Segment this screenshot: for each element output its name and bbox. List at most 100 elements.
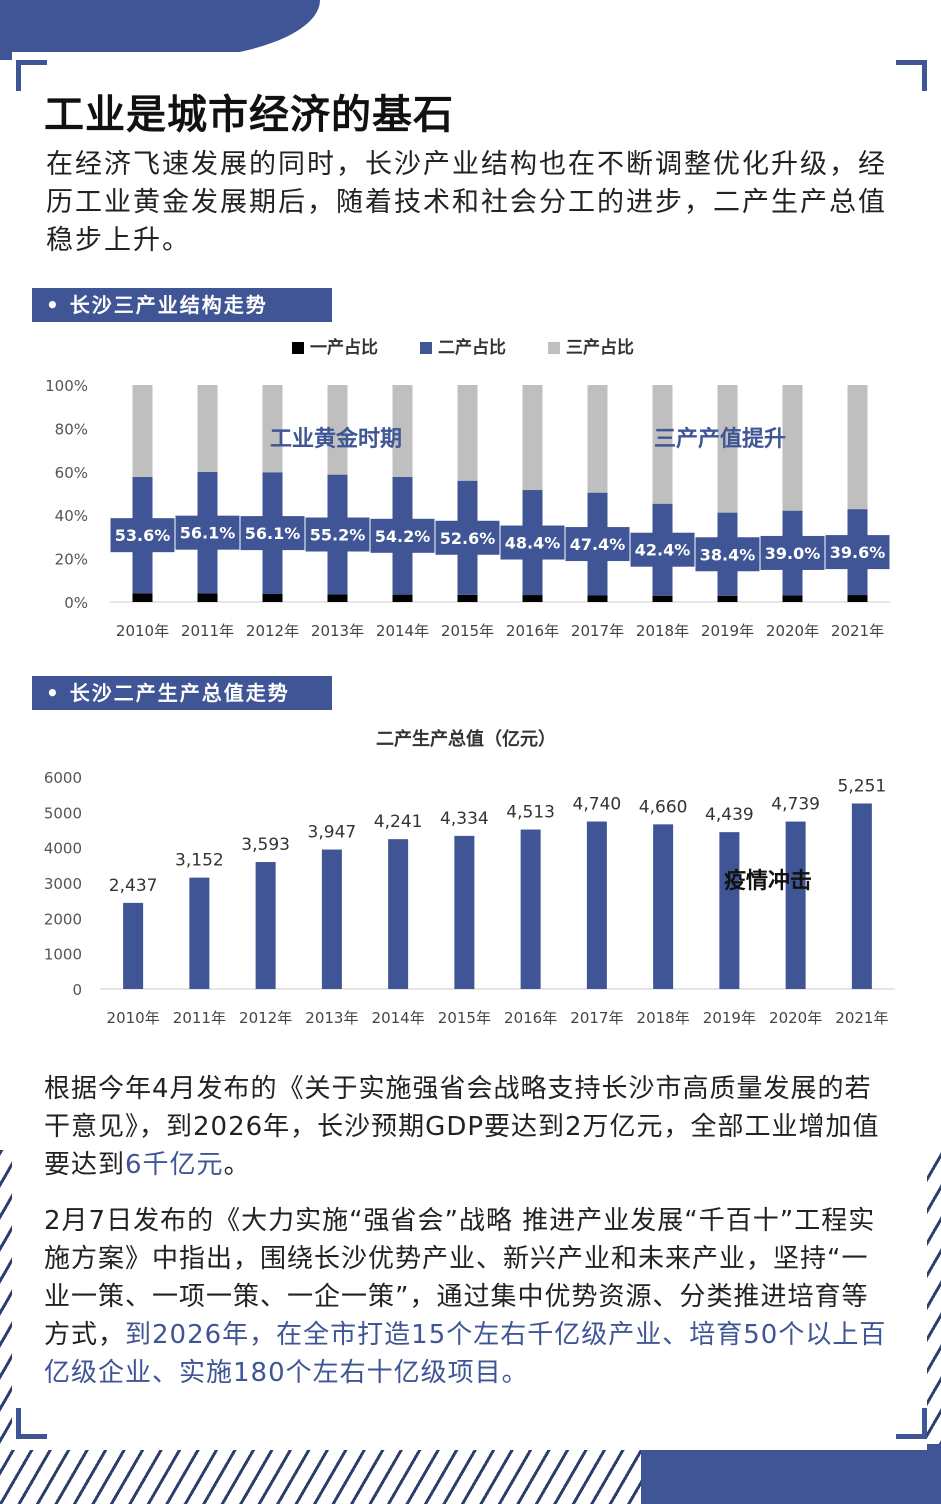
- x-tick-label: 2013年: [311, 622, 364, 640]
- bar: [388, 839, 409, 989]
- bar-segment: [652, 595, 673, 602]
- x-tick-label: 2021年: [835, 1009, 888, 1027]
- x-tick-label: 2015年: [441, 622, 494, 640]
- chart-title: 二产生产总值（亿元）: [376, 728, 556, 750]
- bar-segment: [197, 385, 218, 472]
- data-label: 4,513: [506, 803, 555, 823]
- bar-segment: [782, 595, 803, 602]
- data-label-box: [695, 537, 760, 572]
- paragraph-plan: 2月7日发布的《大力实施“强省会”战略 推进产业发展“千百十”工程实施方案》中指…: [44, 1202, 894, 1392]
- bar: [255, 862, 276, 989]
- industry-structure-chart: 一产占比 二产占比 三产占比 0% 20% 40% 60% 80% 100% 2010年 53.6%…: [45, 337, 890, 640]
- bar: [123, 902, 144, 989]
- data-label: 3,593: [241, 835, 290, 855]
- paragraph-tail: 。: [223, 1150, 251, 1180]
- data-label-box: [760, 535, 825, 570]
- data-label: 4,241: [374, 812, 423, 832]
- decor-top-left: [0, 0, 320, 60]
- y-tick-label: 6000: [44, 769, 82, 787]
- x-tick-label: 2010年: [107, 1009, 160, 1027]
- bar-segment: [327, 385, 348, 475]
- y-tick-label: 5000: [44, 804, 82, 822]
- section-header-structure: • 长沙三产业结构走势: [32, 288, 332, 322]
- section-title: 长沙三产业结构走势: [69, 293, 268, 317]
- paragraph-gdp-goal: 根据今年4月发布的《关于实施强省会战略支持长沙市高质量发展的若干意见》，到202…: [44, 1070, 894, 1184]
- data-label: 54.2%: [375, 527, 431, 546]
- data-label-box: [435, 520, 500, 555]
- legend-label: 二产占比: [438, 337, 506, 358]
- data-label-box: [370, 518, 435, 553]
- data-label-box: [240, 516, 305, 551]
- y-tick-label: 1000: [44, 946, 82, 964]
- x-tick-label: 2013年: [305, 1009, 358, 1027]
- data-label-box: [175, 515, 240, 550]
- x-tick-label: 2018年: [636, 622, 689, 640]
- highlight-text: 到2026年，在全市打造15个左右千亿级产业、培育50个以上百亿级企业、实施18…: [44, 1320, 887, 1388]
- content-card: [12, 52, 927, 1450]
- bar-segment: [327, 594, 348, 602]
- data-label: 53.6%: [115, 526, 171, 545]
- x-tick-label: 2011年: [181, 622, 234, 640]
- bar-segment: [587, 595, 608, 602]
- annotation-label: 疫情冲击: [724, 868, 812, 894]
- bar: [719, 832, 740, 989]
- bar-segment: [847, 595, 868, 602]
- y-tick-label: 0%: [64, 594, 88, 612]
- y-tick-label: 100%: [45, 377, 88, 395]
- x-tick-label: 2011年: [173, 1009, 226, 1027]
- bar: [189, 877, 210, 989]
- data-label-box: [500, 525, 565, 560]
- data-label: 39.6%: [830, 543, 886, 562]
- data-label: 5,251: [838, 776, 887, 796]
- data-label: 4,660: [639, 797, 688, 817]
- bar: [321, 849, 342, 989]
- paragraph-text: 根据今年4月发布的《关于实施强省会战略支持长沙市高质量发展的若干意见》，到202…: [44, 1074, 880, 1180]
- bar-segment: [457, 594, 478, 602]
- bar: [586, 821, 607, 989]
- x-tick-label: 2019年: [703, 1009, 756, 1027]
- bar-segment: [717, 595, 738, 602]
- data-label-box: [565, 527, 630, 562]
- data-label: 39.0%: [765, 544, 821, 563]
- bar: [520, 829, 541, 989]
- x-tick-label: 2017年: [571, 622, 624, 640]
- bar-segment: [132, 385, 153, 478]
- data-label-box: [110, 518, 175, 553]
- x-tick-label: 2016年: [504, 1009, 557, 1027]
- corner-mark: [896, 60, 927, 91]
- data-label: 52.6%: [440, 529, 496, 548]
- highlight-text: 6千亿元: [125, 1150, 224, 1180]
- data-label: 48.4%: [505, 534, 561, 553]
- bar-segment: [652, 385, 673, 504]
- legend-swatch: [420, 342, 432, 354]
- intro-text: 在经济飞速发展的同时，长沙产业结构也在不断调整优化升级，经历工业黄金发展期后，随…: [46, 149, 887, 256]
- data-label-box: [630, 532, 695, 567]
- corner-mark: [896, 1408, 927, 1439]
- bar-segment: [717, 385, 738, 513]
- x-tick-label: 2020年: [769, 1009, 822, 1027]
- data-label-box: [305, 517, 370, 552]
- data-label: 4,739: [771, 795, 820, 815]
- x-tick-label: 2019年: [701, 622, 754, 640]
- y-tick-label: 80%: [55, 420, 88, 438]
- y-tick-label: 20%: [55, 551, 88, 569]
- x-tick-label: 2010年: [116, 622, 169, 640]
- bar-segment: [457, 385, 478, 481]
- annotation-label: 三产产值提升: [654, 426, 786, 452]
- section-title: 长沙二产生产总值走势: [69, 681, 290, 705]
- data-label: 2,437: [109, 876, 158, 896]
- section-header-output: • 长沙二产生产总值走势: [32, 676, 332, 710]
- bar-segment: [847, 385, 868, 510]
- paragraph-text: 2月7日发布的《大力实施“强省会”战略 推进产业发展“千百十”工程实施方案》中指…: [44, 1206, 876, 1350]
- legend-label: 一产占比: [310, 337, 378, 358]
- x-tick-label: 2018年: [637, 1009, 690, 1027]
- bar-segment: [262, 593, 283, 602]
- data-label: 38.4%: [700, 545, 756, 564]
- data-label: 4,439: [705, 805, 754, 825]
- x-tick-label: 2012年: [246, 622, 299, 640]
- bar-segment: [132, 593, 153, 602]
- y-tick-label: 2000: [44, 910, 82, 928]
- x-tick-label: 2015年: [438, 1009, 491, 1027]
- bar: [653, 824, 674, 989]
- legend-label: 三产占比: [566, 337, 634, 358]
